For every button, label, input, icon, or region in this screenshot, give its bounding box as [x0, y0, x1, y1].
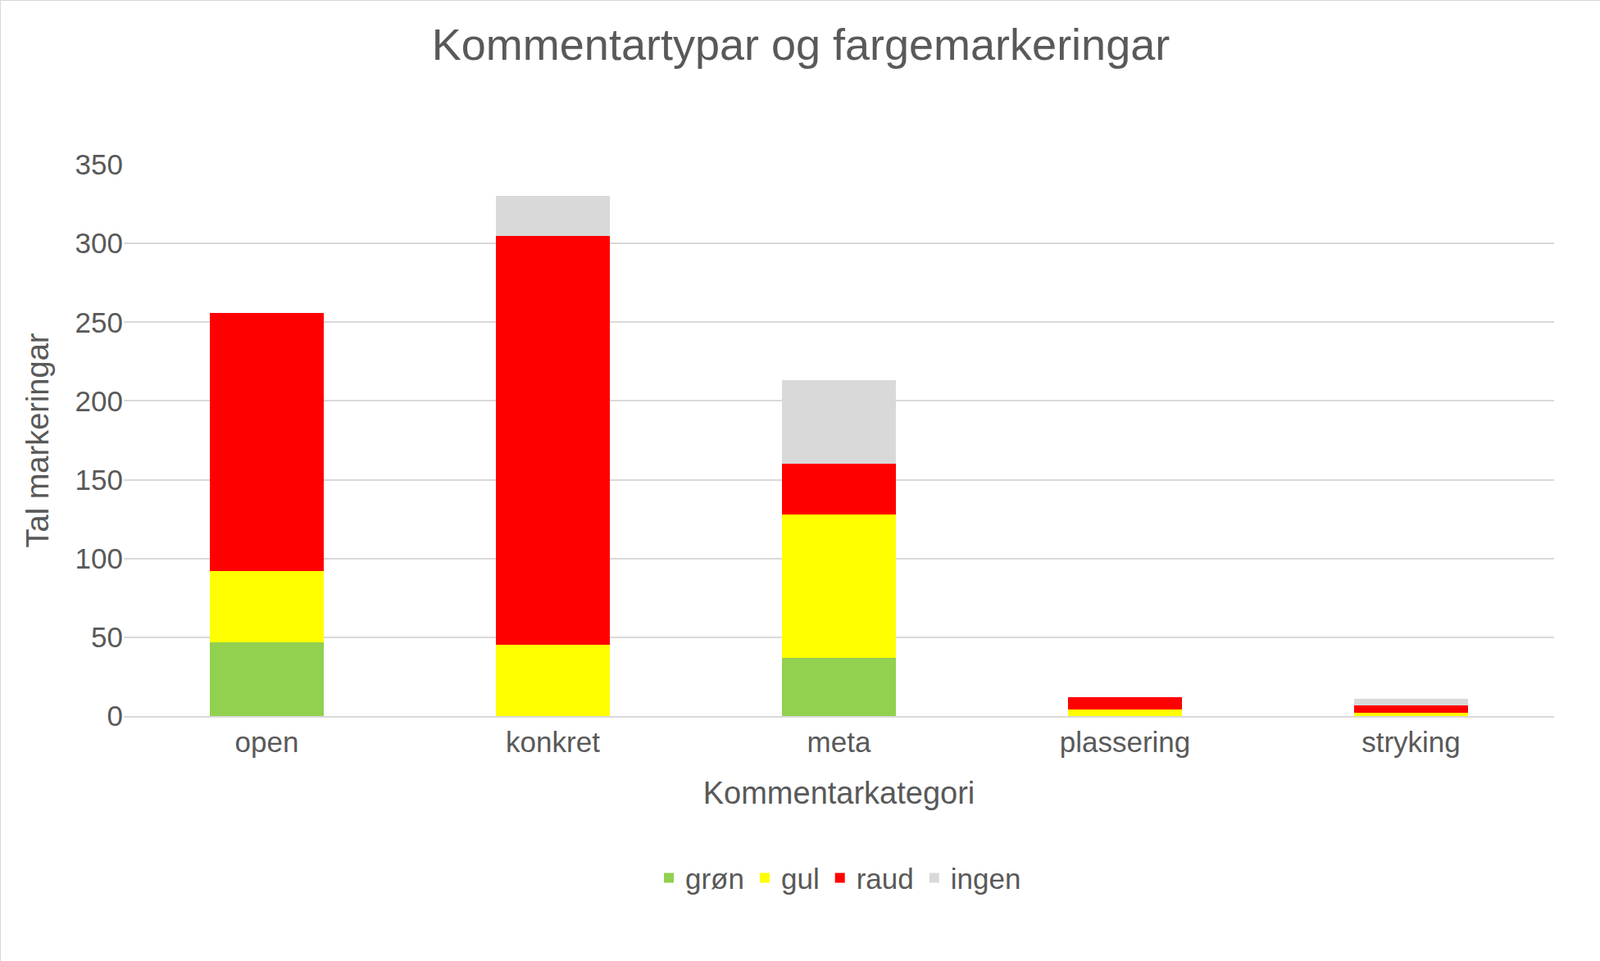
svg-text:Tal markeringar: Tal markeringar [20, 332, 55, 548]
svg-text:meta: meta [807, 726, 872, 759]
svg-text:grøn: grøn [685, 863, 745, 896]
svg-text:open: open [235, 726, 300, 759]
svg-text:350: 350 [75, 148, 123, 181]
svg-text:0: 0 [107, 700, 123, 732]
svg-text:stryking: stryking [1361, 726, 1461, 759]
svg-text:ingen: ingen [950, 863, 1022, 896]
svg-text:150: 150 [75, 463, 123, 496]
svg-text:100: 100 [75, 542, 123, 575]
svg-text:plassering: plassering [1059, 726, 1191, 759]
svg-text:Kommentartypar og fargemarkeri: Kommentartypar og fargemarkeringar [431, 19, 1170, 69]
svg-text:konkret: konkret [505, 726, 600, 759]
svg-text:300: 300 [75, 227, 123, 260]
svg-text:250: 250 [75, 306, 123, 339]
svg-text:50: 50 [90, 621, 123, 654]
svg-text:200: 200 [75, 385, 123, 418]
svg-text:gul: gul [781, 863, 820, 896]
svg-text:Kommentarkategori: Kommentarkategori [703, 776, 976, 811]
svg-text:raud: raud [856, 863, 914, 896]
